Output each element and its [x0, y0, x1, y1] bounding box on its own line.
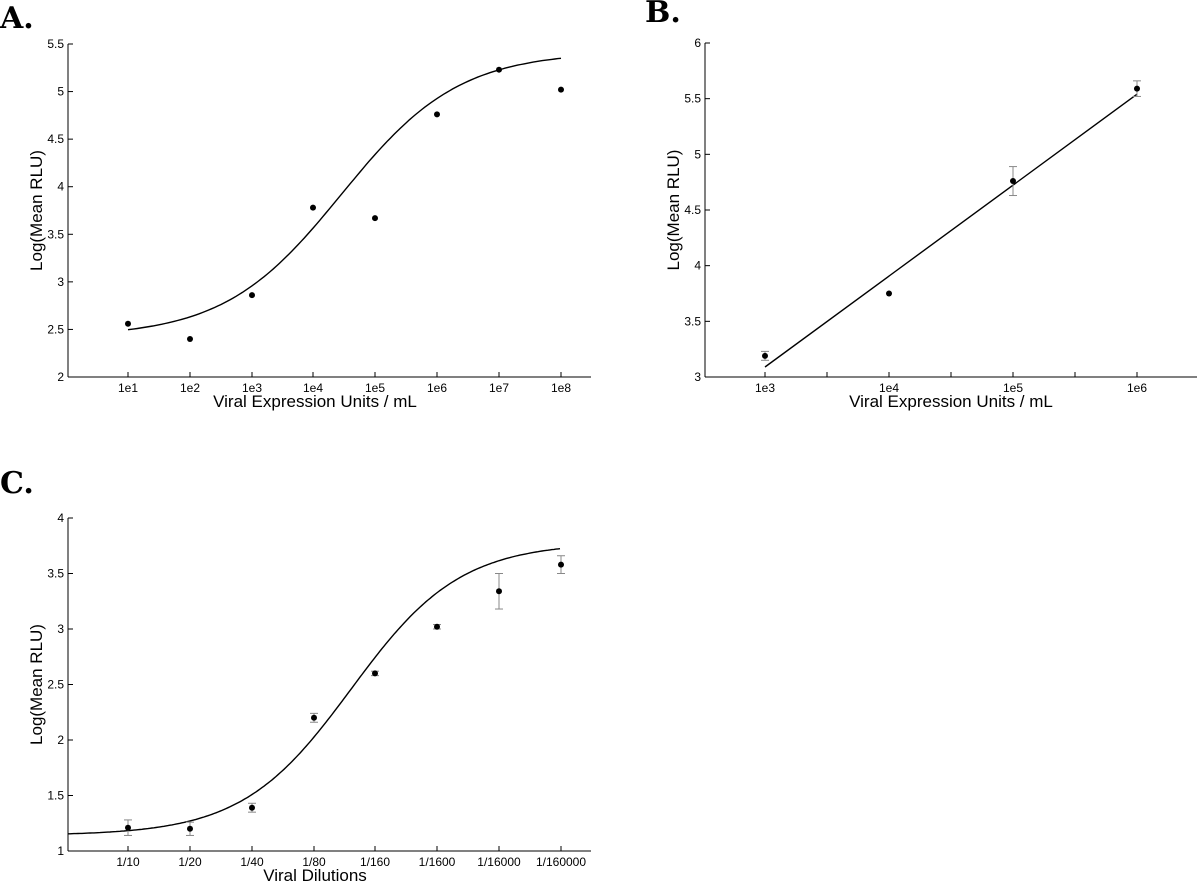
panel-a-chart: A. 2 2.5 3 3.5 4 4.5 5 5.5 1e1 1e2 1e3 1e4 1e5 1e6 1e7 1…	[0, 1, 591, 411]
y-tick-label: 4.5	[47, 132, 64, 146]
data-point	[125, 320, 131, 327]
y-tick-label: 3	[57, 275, 64, 289]
y-tick-label: 5	[694, 147, 701, 161]
y-tick-label: 5	[57, 85, 64, 99]
y-tick-label: 4.5	[684, 203, 701, 217]
data-point	[249, 804, 255, 811]
data-point	[187, 335, 193, 342]
x-tick-label: 1e3	[755, 381, 775, 395]
panel-a-label: A.	[0, 1, 34, 36]
y-tick-label: 2	[57, 370, 64, 384]
data-point	[886, 290, 892, 297]
x-tick-label: 1e5	[365, 381, 385, 395]
data-point	[496, 588, 502, 595]
x-tick-label: 1e4	[303, 381, 323, 395]
panel-c-chart: C. 1 1.5 2 2.5 3 3.5 4 1/10 1/20 1/40 1/80 1/160 1/16…	[0, 466, 591, 882]
x-tick-label: 1/80	[302, 855, 326, 869]
panel-b-fit-curve	[764, 93, 1138, 368]
x-tick-label: 1/160000	[536, 855, 586, 869]
data-point	[372, 215, 378, 222]
y-tick-label: 3.5	[47, 227, 64, 241]
x-tick-label: 1/10	[116, 855, 140, 869]
y-tick-label: 1	[57, 844, 64, 858]
y-tick-label: 4	[694, 259, 701, 273]
x-tick-label: 1/16000	[477, 855, 521, 869]
y-tick-label: 6	[694, 36, 701, 50]
y-tick-label: 5.5	[47, 37, 64, 51]
panel-a-x-axis-title: Viral Expression Units / mL	[213, 392, 417, 411]
y-tick-label: 4	[57, 180, 64, 194]
data-point	[311, 714, 317, 721]
panel-a-y-axis-title: Log(Mean RLU)	[27, 150, 46, 271]
x-tick-label: 1e3	[242, 381, 262, 395]
panel-c-fit-curve	[68, 548, 561, 835]
data-point	[310, 204, 316, 211]
data-point	[372, 670, 378, 677]
x-tick-label: 1e6	[427, 381, 447, 395]
panel-a-fit-curve	[127, 57, 562, 331]
panel-b-y-axis-title: Log(Mean RLU)	[664, 150, 683, 271]
data-point	[762, 352, 768, 359]
y-tick-label: 2	[57, 733, 64, 747]
y-tick-label: 5.5	[684, 92, 701, 106]
data-point	[496, 66, 502, 73]
y-tick-label: 3	[57, 622, 64, 636]
panel-b-x-axis-title: Viral Expression Units / mL	[849, 392, 1053, 411]
x-tick-label: 1e2	[180, 381, 200, 395]
x-tick-label: 1e7	[489, 381, 509, 395]
y-tick-label: 1.5	[47, 789, 64, 803]
data-point	[187, 825, 193, 832]
x-tick-label: 1e4	[879, 381, 899, 395]
panel-c-y-axis-title: Log(Mean RLU)	[27, 624, 46, 745]
data-point	[249, 292, 255, 299]
x-tick-label: 1e6	[1127, 381, 1147, 395]
x-tick-label: 1/160	[360, 855, 390, 869]
data-point	[1010, 178, 1016, 185]
panel-c-x-axis-title: Viral Dilutions	[263, 866, 367, 882]
x-tick-label: 1e1	[118, 381, 138, 395]
y-tick-label: 3.5	[47, 567, 64, 581]
data-point	[434, 623, 440, 630]
x-tick-label: 1e8	[551, 381, 571, 395]
y-tick-label: 4	[57, 511, 64, 525]
x-tick-label: 1/1600	[419, 855, 456, 869]
y-tick-label: 2.5	[47, 322, 64, 336]
data-point	[558, 86, 564, 93]
y-tick-label: 3.5	[684, 314, 701, 328]
data-point	[558, 561, 564, 568]
y-tick-label: 2.5	[47, 678, 64, 692]
data-point	[125, 824, 131, 831]
x-tick-label: 1/40	[240, 855, 264, 869]
data-point	[434, 111, 440, 118]
panel-b-chart: B. 3 3.5 4 4.5 5 5.5 6 1e3 1e4 1e5 1e6 Viral Express…	[645, 0, 1197, 411]
y-tick-label: 3	[694, 370, 701, 384]
panel-b-label: B.	[645, 0, 681, 30]
x-tick-label: 1e5	[1003, 381, 1023, 395]
panel-c-label: C.	[0, 466, 34, 501]
x-tick-label: 1/20	[178, 855, 202, 869]
data-point	[1134, 85, 1140, 92]
